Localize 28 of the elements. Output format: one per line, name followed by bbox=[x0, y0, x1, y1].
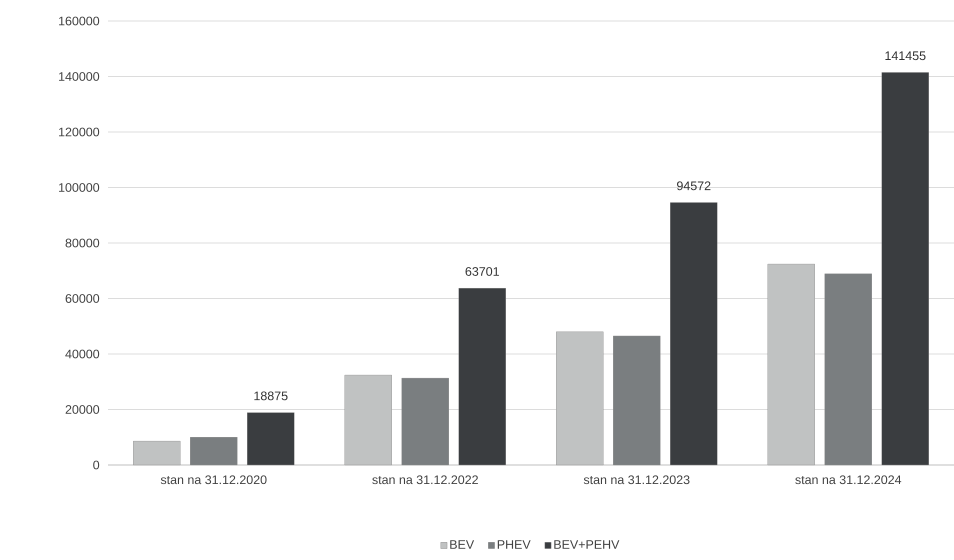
x-tick-label: stan na 31.12.2020 bbox=[160, 475, 267, 484]
data-label: 94572 bbox=[677, 181, 710, 190]
data-label: 18875 bbox=[254, 391, 288, 400]
y-tick-label: 20000 bbox=[66, 405, 100, 414]
data-label: 141455 bbox=[885, 51, 926, 60]
legend-label: BEV+PEHV bbox=[554, 540, 620, 549]
bar bbox=[190, 437, 238, 466]
y-tick-label: 60000 bbox=[66, 294, 100, 303]
bar bbox=[613, 336, 660, 466]
bar bbox=[402, 378, 449, 466]
bar bbox=[670, 202, 718, 466]
bar bbox=[458, 288, 506, 466]
bar bbox=[247, 412, 294, 466]
legend-label: BEV bbox=[450, 540, 474, 549]
bar bbox=[882, 72, 929, 466]
bar bbox=[824, 274, 872, 466]
y-tick-label: 40000 bbox=[65, 350, 100, 358]
y-tick-label: 120000 bbox=[59, 128, 100, 136]
y-tick-label: 0 bbox=[93, 460, 100, 470]
y-tick-label: 140000 bbox=[59, 72, 100, 81]
data-label: 63701 bbox=[466, 267, 499, 276]
y-tick-label: 160000 bbox=[59, 16, 100, 26]
y-tick-label: 100000 bbox=[59, 183, 100, 192]
x-tick-label: stan na 31.12.2022 bbox=[372, 475, 478, 484]
y-tick-label: 80000 bbox=[66, 238, 100, 248]
legend-label: PHEV bbox=[498, 540, 531, 549]
x-tick-label: stan na 31.12.2023 bbox=[584, 475, 690, 484]
x-tick-label: stan na 31.12.2024 bbox=[795, 475, 902, 484]
